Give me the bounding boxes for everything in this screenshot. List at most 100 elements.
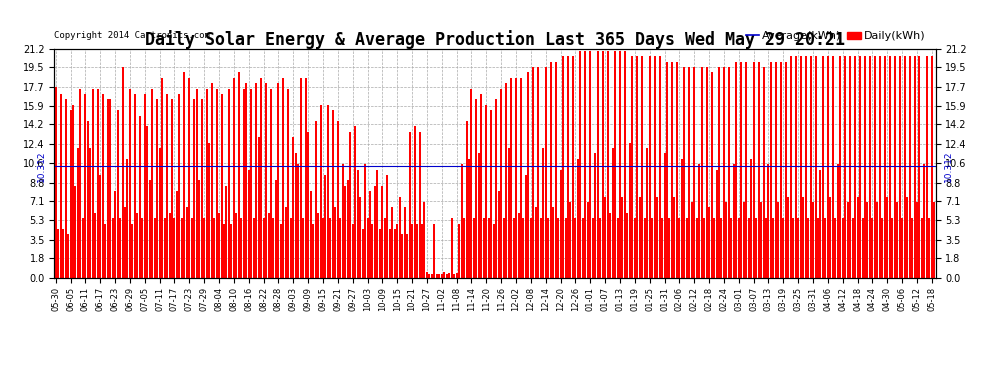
Bar	[394, 229, 396, 278]
Bar	[468, 159, 470, 278]
Bar	[859, 56, 861, 278]
Bar	[490, 110, 492, 278]
Bar	[767, 164, 769, 278]
Bar	[389, 229, 391, 278]
Bar	[161, 78, 163, 278]
Bar	[691, 202, 693, 278]
Bar	[436, 274, 438, 278]
Bar	[153, 218, 155, 278]
Bar	[538, 67, 540, 278]
Bar	[94, 213, 96, 278]
Bar	[381, 186, 383, 278]
Bar	[109, 99, 111, 278]
Bar	[322, 218, 324, 278]
Bar	[453, 274, 455, 278]
Bar	[587, 202, 589, 278]
Bar	[158, 148, 160, 278]
Bar	[317, 213, 319, 278]
Bar	[703, 218, 705, 278]
Bar	[231, 224, 233, 278]
Bar	[460, 164, 462, 278]
Bar	[770, 62, 772, 278]
Bar	[127, 159, 129, 278]
Bar	[909, 56, 911, 278]
Bar	[881, 218, 883, 278]
Bar	[455, 273, 457, 278]
Bar	[827, 56, 829, 278]
Bar	[349, 132, 351, 278]
Bar	[267, 213, 269, 278]
Bar	[874, 56, 876, 278]
Bar	[330, 218, 332, 278]
Bar	[844, 56, 846, 278]
Bar	[431, 274, 433, 278]
Bar	[681, 159, 683, 278]
Bar	[305, 78, 307, 278]
Bar	[594, 153, 596, 278]
Bar	[634, 218, 636, 278]
Bar	[668, 218, 670, 278]
Bar	[579, 51, 581, 278]
Bar	[696, 218, 698, 278]
Bar	[716, 170, 718, 278]
Bar	[574, 218, 576, 278]
Bar	[325, 175, 327, 278]
Bar	[292, 137, 294, 278]
Bar	[112, 218, 114, 278]
Bar	[312, 224, 314, 278]
Bar	[540, 218, 542, 278]
Bar	[891, 218, 893, 278]
Bar	[543, 148, 545, 278]
Bar	[171, 99, 173, 278]
Bar	[246, 83, 248, 278]
Bar	[337, 121, 339, 278]
Bar	[904, 56, 906, 278]
Bar	[107, 99, 109, 278]
Bar	[688, 67, 690, 278]
Bar	[193, 99, 195, 278]
Bar	[369, 191, 371, 278]
Bar	[733, 164, 735, 278]
Bar	[683, 67, 685, 278]
Bar	[924, 164, 926, 278]
Bar	[785, 62, 787, 278]
Bar	[582, 218, 584, 278]
Bar	[713, 218, 715, 278]
Bar	[475, 99, 477, 278]
Bar	[332, 110, 334, 278]
Bar	[846, 202, 848, 278]
Bar	[203, 218, 205, 278]
Bar	[401, 234, 403, 278]
Bar	[731, 218, 733, 278]
Bar	[285, 207, 287, 278]
Bar	[379, 229, 381, 278]
Bar	[505, 83, 507, 278]
Bar	[262, 218, 264, 278]
Bar	[97, 88, 99, 278]
Bar	[287, 88, 289, 278]
Bar	[515, 78, 517, 278]
Bar	[356, 170, 358, 278]
Bar	[602, 51, 604, 278]
Bar	[901, 218, 903, 278]
Bar	[252, 218, 254, 278]
Bar	[693, 67, 695, 278]
Bar	[861, 218, 863, 278]
Bar	[589, 51, 591, 278]
Bar	[243, 88, 245, 278]
Bar	[335, 207, 337, 278]
Bar	[354, 126, 356, 278]
Bar	[213, 218, 215, 278]
Bar	[300, 78, 302, 278]
Text: 10.312: 10.312	[944, 150, 953, 182]
Bar	[64, 99, 66, 278]
Bar	[406, 234, 408, 278]
Bar	[129, 88, 131, 278]
Bar	[470, 88, 472, 278]
Bar	[79, 88, 81, 278]
Bar	[934, 202, 936, 278]
Bar	[265, 83, 267, 278]
Bar	[787, 196, 789, 278]
Bar	[478, 153, 480, 278]
Bar	[201, 99, 203, 278]
